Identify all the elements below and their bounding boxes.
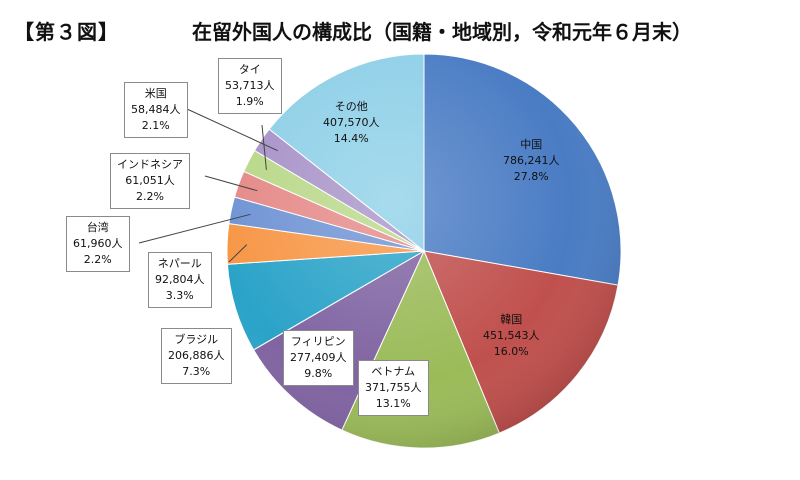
slice-value: 206,886人	[168, 349, 225, 362]
leader-line	[261, 124, 267, 170]
slice-value: 451,543人	[483, 329, 540, 342]
slice-percent: 2.2%	[83, 253, 112, 266]
slice-percent: 1.9%	[235, 95, 264, 108]
slice-percent: 2.2%	[136, 190, 164, 203]
slice-value: 61,051人	[125, 174, 175, 187]
slice-value: 92,804人	[155, 273, 205, 286]
leader-line	[138, 213, 251, 244]
slice-percent: 3.3%	[165, 289, 194, 302]
slice-label: タイ 53,713人 1.9%	[218, 58, 282, 114]
figure-label: 【第３図】	[14, 20, 119, 44]
slice-value: 53,713人	[225, 79, 275, 92]
slice-name: 韓国	[500, 313, 523, 326]
slice-percent: 7.3%	[182, 365, 211, 378]
slice-name: ブラジル	[174, 333, 219, 346]
slice-label: フィリピン 277,409人 9.8%	[283, 330, 354, 386]
slice-value: 407,570人	[323, 116, 380, 129]
slice-label: ベトナム 371,755人 13.1%	[358, 360, 429, 416]
leader-line	[186, 108, 279, 152]
slice-value: 786,241人	[503, 154, 560, 167]
slice-name: 中国	[520, 138, 543, 151]
slice-name: 米国	[144, 87, 167, 100]
slice-label: ブラジル 206,886人 7.3%	[161, 328, 232, 384]
slice-label: 韓国 451,543人 16.0%	[479, 310, 544, 362]
slice-label: 米国 58,484人 2.1%	[124, 82, 188, 138]
slice-percent: 16.0%	[493, 345, 529, 358]
slice-percent: 27.8%	[513, 170, 549, 183]
slice-label: 中国 786,241人 27.8%	[499, 135, 564, 187]
slice-percent: 14.4%	[333, 132, 369, 145]
chart-title: 在留外国人の構成比（国籍・地域別，令和元年６月末）	[192, 20, 692, 44]
slice-percent: 13.1%	[375, 397, 411, 410]
slice-label: その他 407,570人 14.4%	[319, 97, 384, 149]
slice-percent: 9.8%	[304, 367, 333, 380]
leader-line	[228, 244, 248, 263]
slice-label: ネパール 92,804人 3.3%	[148, 252, 212, 308]
slice-value: 371,755人	[365, 381, 422, 394]
leader-line	[204, 175, 258, 192]
slice-value: 277,409人	[290, 351, 347, 364]
slice-name: ベトナム	[371, 365, 416, 378]
slice-value: 58,484人	[131, 103, 181, 116]
slice-percent: 2.1%	[141, 119, 170, 132]
slice-name: 台湾	[86, 221, 109, 234]
slice-name: その他	[334, 100, 368, 113]
slice-label: インドネシア 61,051人 2.2%	[110, 153, 190, 209]
slice-name: フィリピン	[290, 335, 346, 348]
slice-label: 台湾 61,960人 2.2%	[66, 216, 130, 272]
slice-name: インドネシア	[117, 158, 183, 171]
slice-name: タイ	[238, 63, 261, 76]
slice-name: ネパール	[157, 257, 202, 270]
slice-value: 61,960人	[73, 237, 123, 250]
